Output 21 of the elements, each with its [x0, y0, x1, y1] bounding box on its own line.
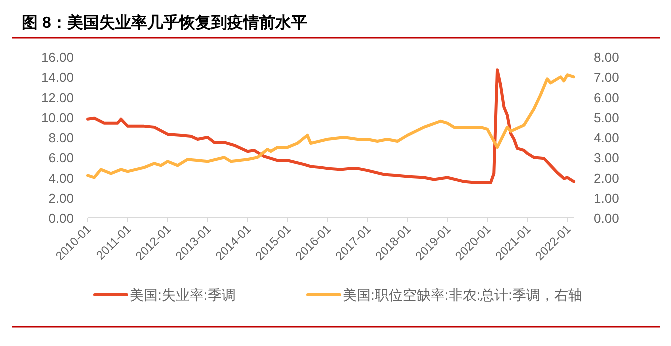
legend-label: 美国:职位空缺率:非农:总计:季调，右轴 [343, 287, 583, 303]
y-tick-label: 12.00 [41, 90, 74, 106]
y2-tick-label: 7.00 [594, 70, 620, 86]
y-tick-label: 16.00 [41, 50, 74, 65]
y-tick-label: 0.00 [48, 211, 74, 226]
y2-tick-label: 0.00 [594, 211, 620, 226]
legend-label: 美国:失业率:季调 [130, 287, 236, 303]
y2-tick-label: 6.00 [594, 90, 620, 106]
y-tick-label: 2.00 [48, 190, 74, 206]
y2-tick-label: 3.00 [594, 150, 620, 166]
y2-tick-label: 5.00 [594, 110, 620, 126]
y2-tick-label: 8.00 [594, 50, 620, 65]
chart-title: 图 8：美国失业率几乎恢复到疫情前水平 [22, 13, 308, 32]
y2-tick-label: 2.00 [594, 170, 620, 186]
y2-tick-label: 4.00 [594, 130, 620, 146]
y2-tick-label: 1.00 [594, 190, 620, 206]
y-tick-label: 10.00 [41, 110, 74, 126]
y-tick-label: 8.00 [48, 130, 74, 146]
y-tick-label: 6.00 [48, 150, 74, 166]
y-tick-label: 4.00 [48, 170, 74, 186]
y-tick-label: 14.00 [41, 70, 74, 86]
